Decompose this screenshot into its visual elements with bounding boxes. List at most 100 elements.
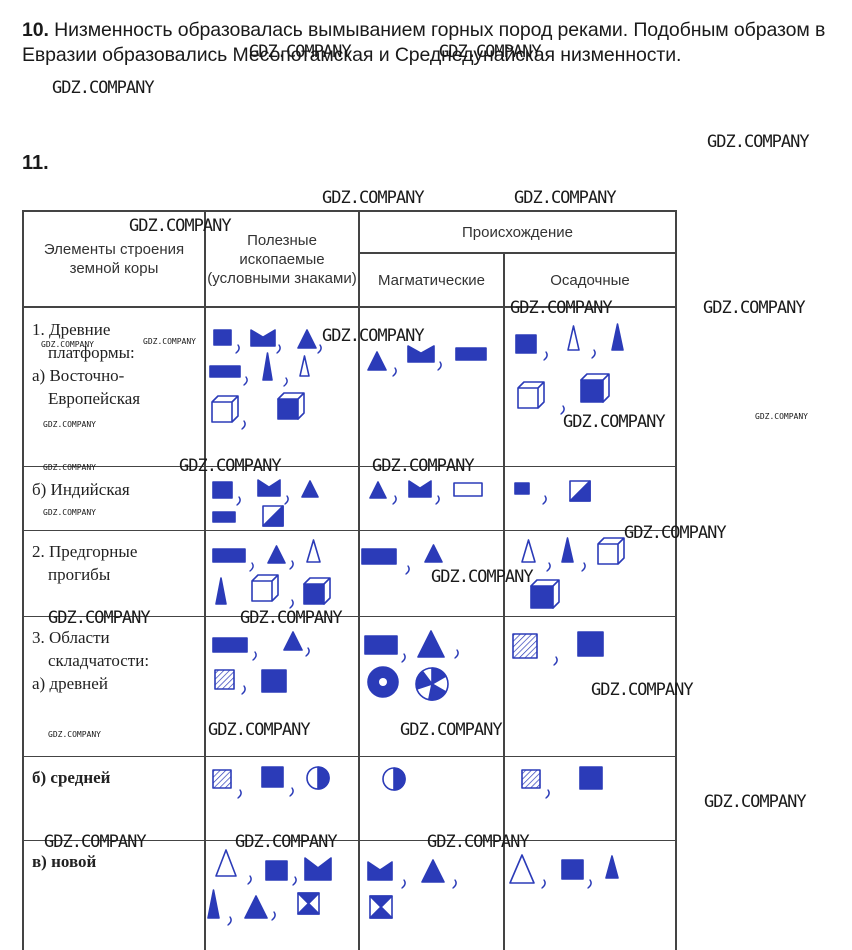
filled-rectangle-icon [364, 635, 398, 655]
filled-rectangle-icon [361, 548, 397, 565]
filled-square-icon [212, 481, 233, 499]
filled-spike-icon [207, 889, 220, 919]
filled-triangle-icon [367, 351, 387, 371]
filled-square-icon [261, 766, 284, 788]
watermark-text: GDZ.COMPANY [439, 42, 542, 62]
filled-square-icon [261, 669, 287, 693]
outline-cube-icon [211, 395, 239, 423]
outline-spike-icon [567, 325, 580, 351]
row-label-folding-ancient: 3. Области складчатости: а) древней [32, 626, 212, 695]
row-divider [22, 530, 676, 531]
row-label-line: а) древней [32, 674, 108, 693]
filled-spike-icon [605, 855, 619, 879]
filled-cube-icon [530, 585, 554, 609]
header-magmatic: Магматические [378, 271, 485, 289]
filled-triangle-icon [244, 895, 268, 919]
filled-spike-icon [561, 537, 574, 563]
watermark-text: GDZ.COMPANY [755, 412, 808, 421]
outline-spike-icon [215, 849, 237, 877]
ring-hole-icon [379, 678, 387, 686]
comma-mark-icon [545, 789, 550, 799]
filled-triangle-icon [267, 545, 286, 564]
row-divider [22, 306, 676, 308]
diagonal-square-fill-icon [262, 505, 284, 527]
outline-cube-icon [597, 537, 625, 565]
row-divider [358, 252, 676, 254]
watermark-text: GDZ.COMPANY [707, 132, 810, 152]
crown-icon [408, 480, 432, 498]
row-label-line: складчатости: [48, 651, 150, 670]
filled-triangle-icon [301, 480, 319, 498]
watermark-text: GDZ.COMPANY [43, 463, 96, 472]
comma-mark-icon [283, 377, 288, 387]
comma-mark-icon [241, 420, 246, 430]
watermark-text: GDZ.COMPANY [704, 792, 807, 812]
hatched-square-icon [212, 769, 232, 789]
watermark-text: GDZ.COMPANY [372, 456, 475, 476]
watermark-text: GDZ.COMPANY [322, 326, 425, 346]
filled-cube-edges-icon [303, 577, 331, 605]
header-minerals: Полезные ископаемые (условными знаками) [207, 231, 357, 287]
task-10-number: 10. [22, 19, 49, 41]
geology-table: Элементы строения земной коры Полезные и… [22, 210, 677, 950]
watermark-text: GDZ.COMPANY [703, 298, 806, 318]
filled-triangle-icon [421, 859, 445, 883]
watermark-text: GDZ.COMPANY [322, 188, 425, 208]
outline-cube-icon [517, 381, 545, 409]
row-divider [22, 756, 676, 757]
filled-triangle-icon [424, 544, 443, 563]
comma-mark-icon [401, 653, 406, 663]
hatched-square-icon [214, 669, 235, 690]
comma-mark-icon [452, 879, 457, 889]
filled-cube-icon [580, 379, 604, 403]
filled-cube-edges-icon [530, 579, 560, 609]
comma-mark-icon [542, 495, 547, 505]
row-label-line: прогибы [48, 565, 111, 584]
task-11-number: 11. [22, 152, 49, 174]
task-10: 10. Низменность образовалась вымыванием … [22, 18, 837, 68]
row-label-line: а) Восточно- [32, 366, 125, 385]
header-sedimentary: Осадочные [550, 271, 630, 289]
header-origin: Происхождение [462, 223, 573, 241]
comma-mark-icon [405, 565, 410, 575]
table-border-right [675, 210, 677, 950]
table-border-left [22, 210, 24, 950]
row-divider [22, 616, 676, 617]
comma-mark-icon [553, 656, 558, 666]
crown-icon [367, 861, 393, 881]
watermark-text: GDZ.COMPANY [48, 730, 101, 739]
comma-mark-icon [235, 344, 240, 354]
watermark-text: GDZ.COMPANY [48, 608, 151, 628]
comma-mark-icon [247, 875, 252, 885]
comma-mark-icon [292, 876, 297, 886]
row-label-line: в) новой [32, 852, 97, 871]
watermark-text: GDZ.COMPANY [43, 508, 96, 517]
filled-triangle-icon [283, 631, 303, 651]
row-label-folding-middle: б) средней [32, 766, 212, 789]
column-divider [358, 210, 360, 950]
row-label-line: 3. Области [32, 628, 110, 647]
filled-rectangle-icon [212, 511, 236, 523]
hourglass-fill-icon [297, 892, 320, 915]
filled-square-icon [577, 631, 604, 657]
comma-mark-icon [241, 685, 246, 695]
watermark-text: GDZ.COMPANY [208, 720, 311, 740]
watermark-text: GDZ.COMPANY [52, 78, 155, 98]
comma-mark-icon [237, 789, 242, 799]
watermark-text: GDZ.COMPANY [400, 720, 503, 740]
row-label-line: платформы: [48, 343, 135, 362]
row-label-east-european: 1. Древние платформы: а) Восточно- Европ… [32, 318, 212, 410]
row-divider [22, 466, 676, 467]
watermark-text: GDZ.COMPANY [591, 680, 694, 700]
filled-square-icon [514, 482, 530, 495]
half-circle-fill-icon [393, 767, 406, 791]
filled-cube-icon [277, 398, 299, 420]
comma-mark-icon [289, 787, 294, 797]
row-label-folding-new: в) новой [32, 850, 212, 873]
comma-mark-icon [305, 647, 310, 657]
comma-mark-icon [546, 562, 551, 572]
filled-cube-edges-icon [580, 373, 610, 403]
comma-mark-icon [289, 599, 294, 609]
comma-mark-icon [252, 651, 257, 661]
